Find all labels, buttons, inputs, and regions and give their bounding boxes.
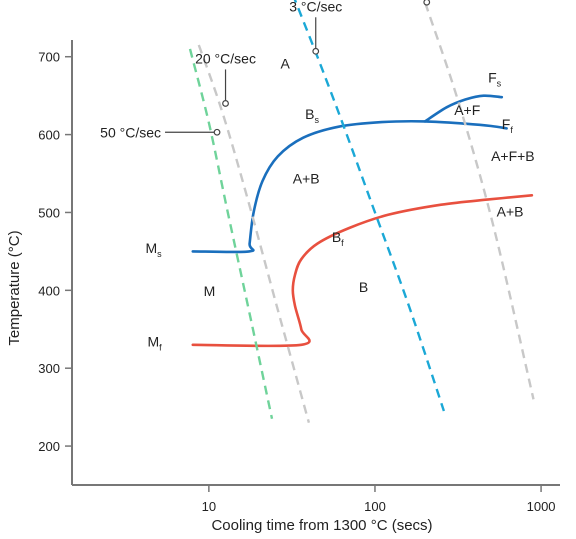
x-tick-label-1000: 1000	[527, 499, 556, 514]
region-label-fs-9: Fs	[488, 69, 502, 88]
x-tick-label-100: 100	[364, 499, 386, 514]
region-label-ms-6: Ms	[146, 240, 163, 259]
x-axis-label: Cooling time from 1300 °C (secs)	[211, 517, 432, 534]
cooling-curve-3-c-sec	[293, 0, 446, 412]
region-label-ff-10: Ff	[502, 116, 514, 135]
region-label-m-5: M	[204, 283, 216, 299]
y-tick-label-600: 600	[38, 128, 60, 143]
y-tick-label-500: 500	[38, 205, 60, 220]
cooling-curve-50-c-sec	[188, 48, 274, 420]
region-label-bs-1: Bs	[305, 106, 319, 125]
region-label-a-f-b-11: A+F+B	[491, 148, 535, 164]
y-tick-label-300: 300	[38, 361, 60, 376]
axes: 200 300 400 500 600 700 10 100 1000	[38, 40, 560, 514]
region-label-mf-7: Mf	[147, 333, 162, 352]
rate-marker-1-c-sec	[423, 0, 431, 6]
x-tick-label-10: 10	[202, 499, 216, 514]
phase-curve-fs	[423, 94, 504, 123]
y-axis-label: Temperature (°C)	[6, 230, 23, 345]
cooling-curve-20-c-sec	[197, 44, 311, 424]
region-label-a-b-12: A+B	[497, 203, 524, 219]
y-tick-label-400: 400	[38, 283, 60, 298]
phase-curves	[191, 94, 534, 348]
rate-marker-3-c-sec	[312, 47, 320, 55]
rate-marker-20-c-sec	[222, 100, 229, 107]
region-label-a-f-8: A+F	[454, 102, 480, 118]
phase-curve-bf	[191, 194, 534, 348]
cooling-curve-1-c-sec	[422, 0, 535, 400]
rate-label-50-c-sec: 50 °C/sec	[100, 124, 161, 140]
rate-marker-50-c-sec	[213, 128, 221, 136]
y-tick-label-700: 700	[38, 50, 60, 65]
rate-label-3-c-sec: 3 °C/sec	[289, 0, 342, 14]
y-tick-label-200: 200	[38, 439, 60, 454]
rate-label-20-c-sec: 20 °C/sec	[195, 50, 256, 66]
region-label-bf-3: Bf	[332, 229, 344, 248]
region-label-a-0: A	[281, 55, 291, 71]
region-labels: A Bs A+B Bf B M Ms Mf A+F Fs Ff A+F+B A+B	[146, 55, 535, 352]
region-label-a-b-2: A+B	[293, 171, 320, 187]
region-label-b-4: B	[359, 279, 368, 295]
